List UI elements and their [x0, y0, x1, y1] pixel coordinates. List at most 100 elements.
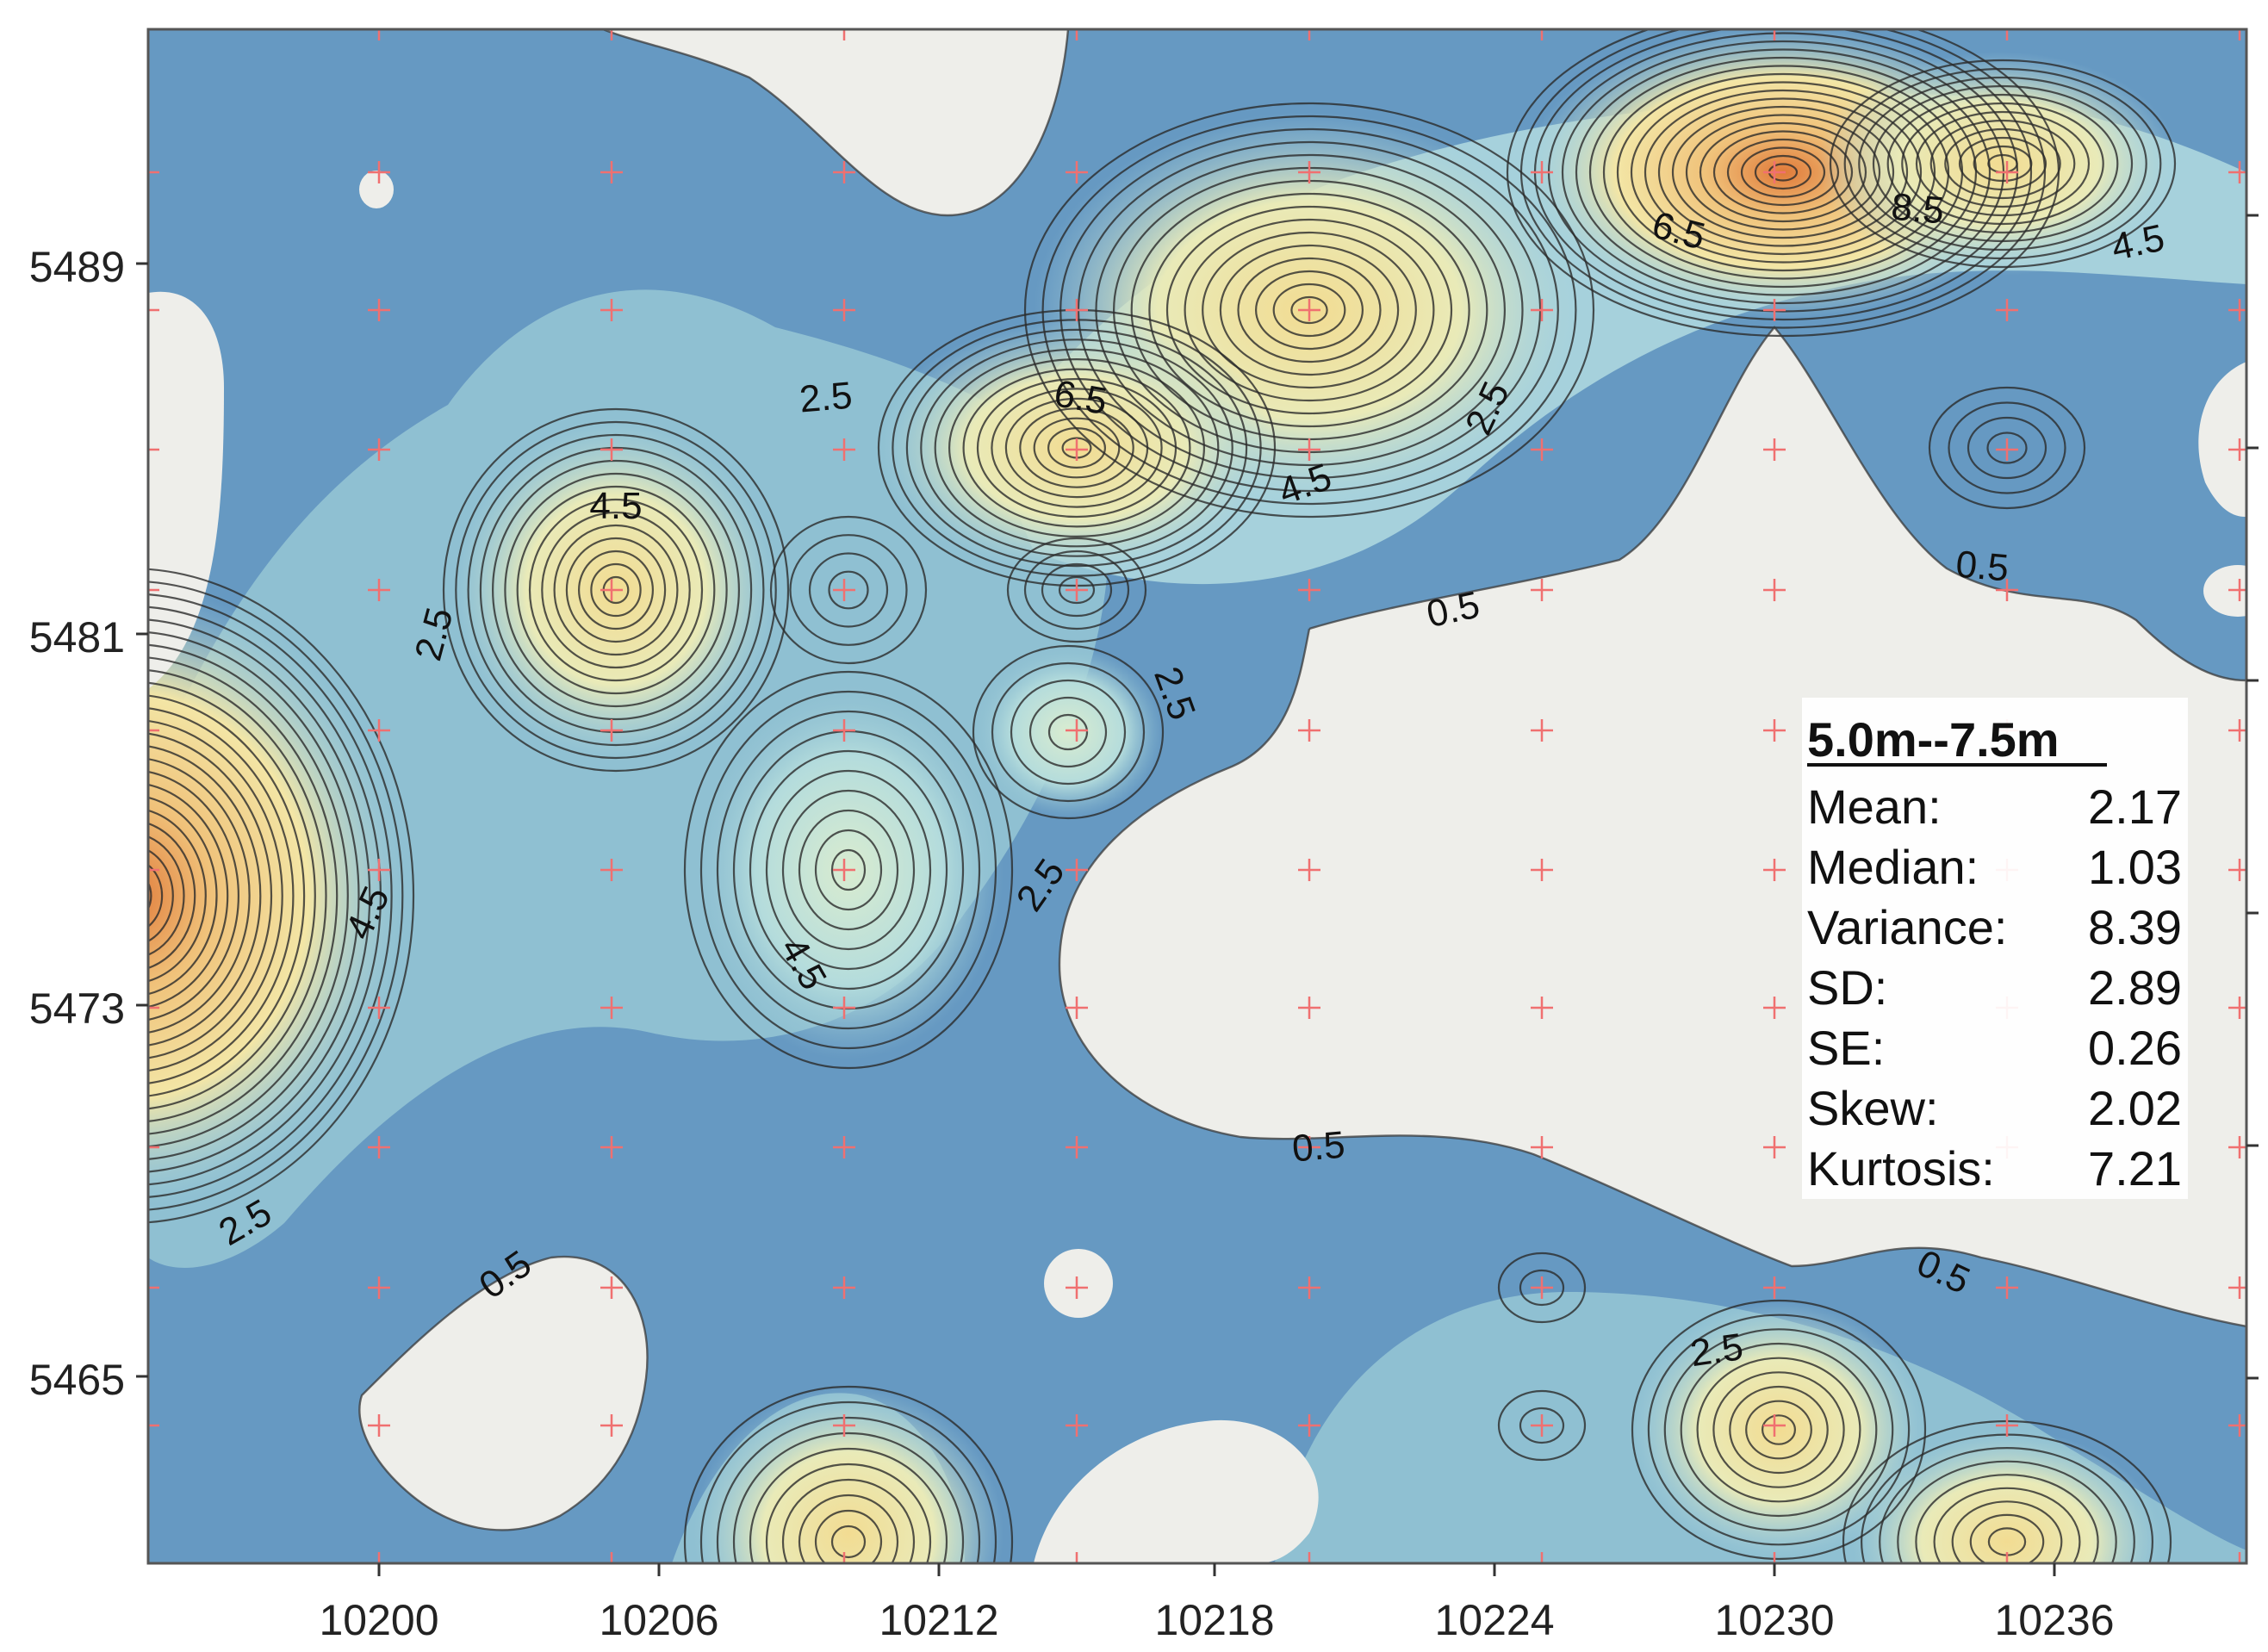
plot-frame	[146, 28, 2248, 1565]
contour-ring	[148, 863, 164, 928]
contour-ring	[765, 1463, 932, 1563]
empty-region-left	[148, 291, 224, 689]
contour-ring	[699, 1400, 997, 1563]
grid-marker	[368, 579, 390, 601]
grid-marker	[368, 1276, 390, 1299]
grid-marker	[600, 438, 623, 461]
grid-marker	[148, 1136, 159, 1158]
empty-hole-2	[1044, 1249, 1113, 1318]
x-tick-label: 10212	[879, 1596, 998, 1644]
grid-marker	[1298, 1414, 1320, 1437]
contour-ring	[1663, 1328, 1894, 1531]
grid-marker	[1298, 299, 1320, 321]
contour-ring	[1165, 205, 1453, 415]
grid-markers	[148, 29, 2246, 1563]
contour-ring	[590, 562, 642, 618]
contour-ring	[504, 472, 728, 708]
grid-marker	[833, 859, 855, 881]
grid-marker	[1298, 1552, 1320, 1563]
contour-ring	[1969, 1513, 2045, 1563]
contour-ring	[148, 758, 251, 1034]
grid-marker	[1531, 161, 1553, 183]
grid-marker	[1298, 438, 1320, 461]
legend-label: Skew:	[1807, 1081, 1939, 1135]
grid-marker	[600, 859, 623, 881]
grid-marker	[368, 1136, 390, 1158]
contour-ring	[716, 1416, 981, 1563]
contour-ring	[148, 656, 339, 1135]
contour-ring	[1033, 417, 1121, 479]
grid-marker	[2228, 1276, 2246, 1299]
contour-ring	[467, 433, 765, 747]
contour-ring	[1272, 283, 1346, 338]
grid-marker	[2228, 438, 2246, 461]
contour-ring	[1712, 1371, 1845, 1488]
contour-ring	[830, 1525, 867, 1559]
grid-marker	[1531, 579, 1553, 601]
grid-marker	[1531, 1414, 1553, 1437]
contour-ring	[148, 707, 295, 1084]
grid-marker	[833, 299, 855, 321]
grid-marker	[1066, 1136, 1088, 1158]
empty-hole-1	[359, 171, 394, 208]
grid-marker	[1298, 997, 1320, 1019]
grid-marker	[833, 997, 855, 1019]
grid-marker	[833, 1136, 855, 1158]
contour-ring	[976, 377, 1177, 519]
contour-label: 2.5	[798, 374, 854, 420]
grid-marker	[148, 299, 159, 321]
grid-marker	[1066, 299, 1088, 321]
grid-marker	[148, 997, 159, 1019]
grid-marker	[600, 1276, 623, 1299]
legend-label: Median:	[1807, 840, 1979, 894]
contour-ring	[1041, 115, 1577, 506]
legend-box	[1802, 698, 2188, 1199]
grid-marker	[1996, 1276, 2018, 1299]
contour-ring	[148, 643, 349, 1148]
contour-ring	[148, 745, 262, 1046]
grid-marker	[1531, 1552, 1553, 1563]
grid-marker	[600, 1136, 623, 1158]
contour-ring	[1254, 270, 1364, 351]
grid-marker	[368, 859, 390, 881]
contour-ring	[814, 1509, 883, 1563]
contour-ring	[814, 829, 883, 911]
contour-ring	[1575, 48, 1991, 296]
contour-ring	[1944, 127, 2061, 200]
contour-lines	[148, 29, 2177, 1563]
contour-ring	[1630, 81, 1936, 264]
grid-marker	[1531, 859, 1553, 881]
contour-label: 6.5	[1051, 372, 1110, 423]
contour-ring	[148, 669, 327, 1122]
contour-ring	[1184, 218, 1435, 402]
contour-ring	[577, 550, 654, 630]
grid-marker	[1298, 859, 1320, 881]
grid-marker	[833, 1414, 855, 1437]
contour-label: 0.5	[1290, 1123, 1346, 1170]
grid-marker	[1763, 1414, 1786, 1437]
legend-value: 2.17	[2088, 779, 2182, 834]
contour-ring	[1915, 1474, 2099, 1563]
grid-marker	[1298, 1136, 1320, 1158]
contour-ring	[148, 822, 196, 970]
grid-marker	[1763, 719, 1786, 742]
contour-ring	[1712, 130, 1854, 214]
x-tick-label: 10230	[1714, 1596, 1834, 1644]
grid-marker	[600, 1414, 623, 1437]
contour-ring	[765, 769, 932, 971]
x-tick-label: 10236	[1994, 1596, 2114, 1644]
grid-marker	[148, 161, 159, 183]
grid-marker	[148, 1276, 159, 1299]
legend-label: SD:	[1807, 960, 1887, 1015]
empty-region-right-notch	[2198, 362, 2246, 517]
grid-marker	[1996, 438, 2018, 461]
grid-marker	[1996, 29, 2018, 40]
grid-marker	[2228, 1552, 2246, 1563]
grid-marker	[1531, 1136, 1553, 1158]
contour-ring	[789, 534, 908, 646]
y-tick-label: 5481	[29, 613, 125, 661]
contour-ring	[528, 498, 704, 682]
contour-ring	[516, 485, 716, 695]
contour-ring	[1858, 76, 2147, 252]
contour-ring	[1948, 401, 2066, 494]
